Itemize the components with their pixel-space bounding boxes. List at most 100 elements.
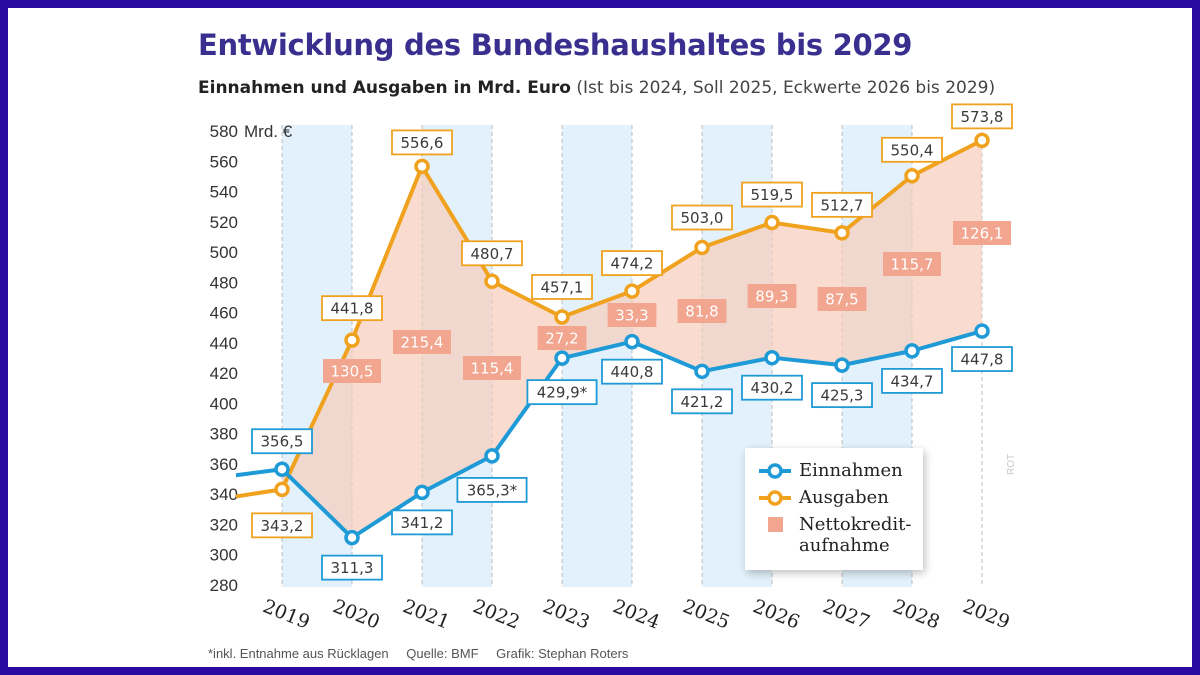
netto-label-2028: 115,7 (883, 252, 941, 276)
legend-einnahmen-marker (757, 461, 793, 481)
y-tick-540: 540 (210, 183, 238, 202)
y-tick-340: 340 (210, 485, 238, 504)
netto-label-2029: 126,1 (953, 221, 1011, 245)
netto-label-2024: 33,3 (607, 303, 657, 327)
ausgaben-label-2029-box (951, 103, 1013, 130)
x-tick-2026: 2026 (750, 595, 803, 634)
einnahmen-label-2025-text: 421,2 (681, 393, 724, 411)
einnahmen-label-2029: 447,8 (951, 346, 1013, 372)
ausgaben-point-2021 (414, 158, 430, 175)
ausgaben-label-2029-text: 573,8 (961, 108, 1004, 126)
netto-label-2020-box (323, 359, 381, 383)
ausgaben-label-2028-box (881, 136, 943, 163)
legend-netto-label: Nettokredit- aufnahme (799, 514, 911, 556)
einnahmen-label-2025-box (671, 388, 733, 415)
ausgaben-label-2022-text: 480,7 (471, 245, 514, 263)
einnahmen-label-2023-box (526, 379, 598, 406)
subtitle-bold: Einnahmen und Ausgaben in Mrd. Euro (198, 78, 571, 98)
netto-label-2024-text: 33,3 (615, 307, 648, 325)
ausgaben-label-2019-text: 343,2 (261, 517, 304, 535)
netto-label-2028-box (883, 252, 941, 276)
netto-label-2028-text: 115,7 (891, 256, 934, 274)
y-tick-320: 320 (210, 515, 238, 534)
einnahmen-label-2019: 356,5 (251, 428, 313, 455)
ausgaben-point-2028 (904, 168, 920, 184)
ausgaben-point-2022 (484, 273, 500, 290)
chart-legend: Einnahmen Ausgaben Nettokredit- aufnahme (745, 448, 923, 570)
einnahmen-label-2026-text: 430,2 (751, 379, 794, 397)
einnahmen-label-2021-box (391, 509, 453, 536)
ausgaben-point-2020 (344, 332, 360, 348)
y-tick-380: 380 (210, 425, 238, 444)
legend-item-einnahmen: Einnahmen (757, 460, 903, 481)
legend-ausgaben-label: Ausgaben (799, 487, 889, 508)
y-tick-300: 300 (210, 546, 238, 565)
einnahmen-label-2028-box (881, 367, 943, 394)
netto-label-2023-text: 27,2 (545, 330, 578, 348)
ausgaben-label-2026-text: 519,5 (751, 186, 794, 204)
einnahmen-label-2023-text: 429,9* (537, 384, 588, 402)
footnote: *inkl. Entnahme aus Rücklagen (208, 646, 389, 661)
side-credit: ROT (1006, 453, 1017, 475)
y-tick-580: 580 (210, 122, 238, 141)
einnahmen-label-2022-box (456, 477, 528, 503)
ausgaben-label-2023: 457,1 (531, 274, 593, 300)
ausgaben-label-2019-box (251, 512, 313, 539)
y-tick-500: 500 (210, 243, 238, 262)
einnahmen-point-2019 (274, 461, 290, 477)
ausgaben-label-2023-text: 457,1 (541, 278, 584, 296)
ausgaben-label-2028: 550,4 (881, 136, 943, 163)
ausgaben-lead-line (235, 487, 283, 499)
x-tick-2029: 2029 (960, 595, 1013, 634)
ausgaben-label-2027-box (811, 191, 873, 218)
graphic-credit: Grafik: Stephan Roters (496, 646, 629, 661)
ausgaben-label-2023-box (531, 274, 593, 300)
netto-label-2022: 115,4 (463, 356, 521, 380)
einnahmen-label-2022: 365,3* (456, 477, 528, 503)
einnahmen-point-2025 (694, 363, 710, 380)
ausgaben-point-2019 (274, 481, 290, 498)
chart-title: Entwicklung des Bundeshaushaltes bis 202… (198, 28, 913, 62)
netto-label-2020: 130,5 (323, 359, 381, 383)
ausgaben-label-2026: 519,5 (741, 181, 803, 208)
netto-label-2024-box (607, 303, 657, 327)
ausgaben-label-2020-text: 441,8 (331, 300, 374, 318)
einnahmen-label-2026-box (741, 374, 803, 401)
netto-label-2026: 89,3 (747, 284, 797, 308)
x-tick-2028: 2028 (890, 595, 943, 634)
einnahmen-point-2022 (484, 448, 500, 464)
y-tick-440: 440 (210, 334, 238, 353)
einnahmen-point-2029 (974, 323, 990, 339)
x-tick-2022: 2022 (470, 595, 523, 634)
einnahmen-point-2028 (904, 343, 920, 359)
einnahmen-label-2021: 341,2 (391, 509, 453, 536)
y-tick-520: 520 (210, 213, 238, 232)
einnahmen-label-2027: 425,3 (811, 382, 873, 409)
einnahmen-label-2024-box (601, 358, 663, 385)
ausgaben-label-2021-text: 556,6 (401, 134, 444, 152)
netto-label-2022-text: 115,4 (471, 360, 514, 378)
ausgaben-label-2021: 556,6 (391, 129, 453, 156)
ausgaben-label-2025-text: 503,0 (681, 209, 724, 227)
netto-label-2029-text: 126,1 (961, 225, 1004, 243)
ausgaben-label-2026-box (741, 181, 803, 208)
x-tick-2024: 2024 (610, 595, 663, 634)
ausgaben-label-2022-box (461, 240, 523, 267)
ausgaben-label-2028-text: 550,4 (891, 141, 934, 159)
legend-item-netto: Nettokredit- aufnahme (757, 514, 911, 556)
einnahmen-label-2019-text: 356,5 (261, 433, 304, 451)
legend-ausgaben-marker (757, 488, 793, 508)
ausgaben-label-2020-box (321, 295, 383, 322)
y-tick-560: 560 (210, 152, 238, 171)
netto-label-2029-box (953, 221, 1011, 245)
y-tick-400: 400 (210, 394, 238, 413)
ausgaben-label-2019: 343,2 (251, 512, 313, 539)
netto-label-2027-text: 87,5 (825, 291, 858, 309)
netto-label-2021-text: 215,4 (401, 334, 444, 352)
y-tick-480: 480 (210, 273, 238, 292)
netto-label-2021: 215,4 (393, 330, 451, 354)
einnahmen-point-2026 (764, 349, 780, 366)
einnahmen-label-2027-box (811, 382, 873, 409)
einnahmen-label-2028-text: 434,7 (891, 372, 934, 390)
